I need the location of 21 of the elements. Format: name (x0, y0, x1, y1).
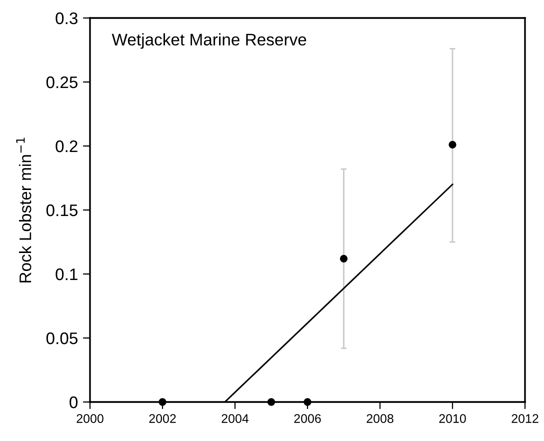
point (267, 398, 276, 406)
y-tick-label: 0.2 (56, 140, 78, 152)
point (448, 140, 456, 149)
annotation: Wetjacket Marine Reserve (112, 33, 306, 49)
x-tick-label: 2012 (512, 414, 538, 423)
x-tick-label: 2002 (149, 414, 176, 423)
y-tick-label: 0.05 (46, 332, 78, 344)
x-tick-label: 2006 (294, 414, 321, 423)
x-tick-label: 2010 (439, 414, 466, 423)
x-tick-label: 2000 (76, 414, 104, 423)
point (304, 398, 312, 406)
x-tick-label: 2008 (366, 414, 394, 423)
y-tick-label: 0.1 (56, 268, 78, 280)
y-tick-label: 0.15 (46, 204, 78, 216)
x-tick-label: 2004 (222, 414, 249, 423)
y-tick-label: 0.25 (46, 76, 78, 88)
point (158, 398, 166, 406)
y-axis-title: Rock Lobster min$^{−1}$ (16, 138, 32, 282)
y-tick-label: 0 (70, 396, 78, 408)
y-tick-label: 0.3 (56, 12, 78, 24)
point (340, 254, 348, 262)
